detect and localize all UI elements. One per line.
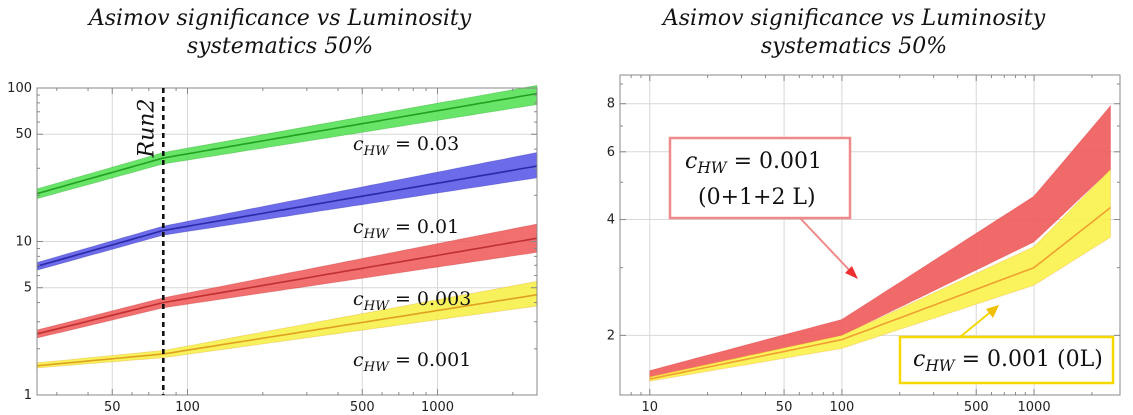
series-label-0: cHW = 0.001 [685,149,822,177]
annotation-box-1 [898,335,1115,385]
series-label-2: cHW = 0.003 [353,288,471,314]
run2-label: Run2 [134,99,159,159]
x-tick-label-1: 50 [776,400,793,415]
right-chart-svg: 10 50 100 500 1000 2 4 6 8 cHW = 0.001 (0+1+2 L) cH… [607,74,1121,415]
y-tick-label-0: 1 [24,388,32,403]
central-line-series-0 [36,92,538,195]
y-tick-label-2: 10 [15,235,32,250]
left-chart-subtitle: systematics 50% [186,34,374,59]
x-tick-label-2: 100 [830,400,855,415]
x-tick-label-0: 50 [104,400,121,415]
left-chart-svg: 50 100 500 1000 1 5 10 50 100 Run2 cHW = 0.03 cHW =… [7,81,538,415]
y-tick-label-3: 8 [607,97,615,112]
y-tick-label-1: 4 [607,213,615,228]
left-chart-panel: Asimov significance vs Luminosity system… [0,0,560,415]
band-series-1 [649,168,1111,382]
x-tick-label-1: 100 [175,400,200,415]
x-tick-label-2: 500 [350,400,375,415]
right-chart-subtitle: systematics 50% [760,34,948,59]
y-tick-label-3: 50 [15,127,32,142]
x-tick-label-3: 500 [964,400,989,415]
x-tick-label-3: 1000 [421,400,454,415]
annotation-arrow-0 [799,217,854,275]
x-tick-label-0: 10 [641,400,658,415]
left-chart-title: Asimov significance vs Luminosity [88,6,472,31]
series-label-1: cHW = 0.01 [353,216,459,242]
series-label-1: cHW = 0.001 [913,347,1050,375]
y-tick-label-2: 6 [607,145,615,160]
series-label-extra-1: (0L) [1057,347,1103,372]
y-tick-label-0: 2 [607,328,615,343]
y-tick-label-4: 100 [7,81,32,96]
series-label-3: cHW = 0.001 [353,349,471,375]
series-label-0: cHW = 0.03 [353,133,459,159]
annotation-arrowhead-0 [845,266,858,279]
central-line-series-2 [36,237,538,335]
annotation-box-0 [668,136,852,220]
right-chart-panel: Asimov significance vs Luminosity system… [575,0,1133,415]
annotation-arrowhead-1 [986,305,999,318]
y-tick-label-1: 5 [24,281,32,296]
series-label-extra-0: (0+1+2 L) [698,185,816,210]
x-tick-label-4: 1000 [1018,400,1051,415]
right-chart-title: Asimov significance vs Luminosity [662,6,1046,31]
central-line-series-1 [36,165,538,267]
central-line-series-1 [649,206,1111,380]
plot-frame [619,74,1121,396]
central-line-series-3 [36,293,538,367]
annotation-arrow-1 [959,309,994,338]
